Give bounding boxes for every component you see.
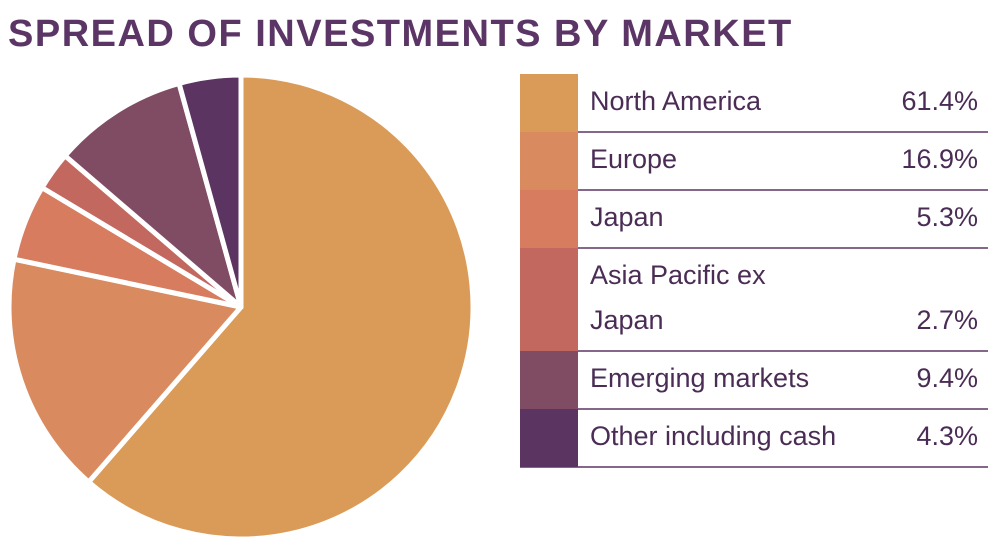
legend-label: Europe [590, 144, 677, 174]
pie-slice [62, 80, 244, 310]
legend-label: Other including cash [590, 421, 836, 451]
legend-row: Japan 5.3% [520, 190, 988, 249]
legend-swatch [520, 351, 578, 409]
legend-value: 61.4% [901, 86, 978, 116]
legend-label: Asia Pacific ex Japan [590, 260, 773, 335]
legend-row: Asia Pacific ex Japan 2.7% [520, 248, 988, 352]
legend-swatch [520, 132, 578, 190]
legend-swatch [520, 74, 578, 132]
legend-swatch [520, 409, 578, 467]
legend-label: Emerging markets [590, 363, 809, 393]
legend-row: Europe 16.9% [520, 132, 988, 191]
legend-swatch [520, 190, 578, 248]
legend-label: Japan [590, 202, 664, 232]
legend-swatch [520, 248, 578, 351]
pie-slice [86, 72, 476, 542]
legend-value: 9.4% [916, 363, 978, 393]
legend-value: 4.3% [916, 421, 978, 451]
pie-slice [6, 256, 244, 485]
legend-row: Other including cash 4.3% [520, 409, 988, 468]
legend-row: Emerging markets 9.4% [520, 351, 988, 410]
legend-label: North America [590, 86, 762, 116]
legend-value: 5.3% [916, 202, 978, 232]
legend-row: North America 61.4% [520, 74, 988, 133]
legend-value: 16.9% [901, 144, 978, 174]
chart-title: SPREAD OF INVESTMENTS BY MARKET [8, 13, 793, 55]
pie-slice [176, 72, 244, 310]
legend-value: 2.7% [916, 305, 978, 335]
